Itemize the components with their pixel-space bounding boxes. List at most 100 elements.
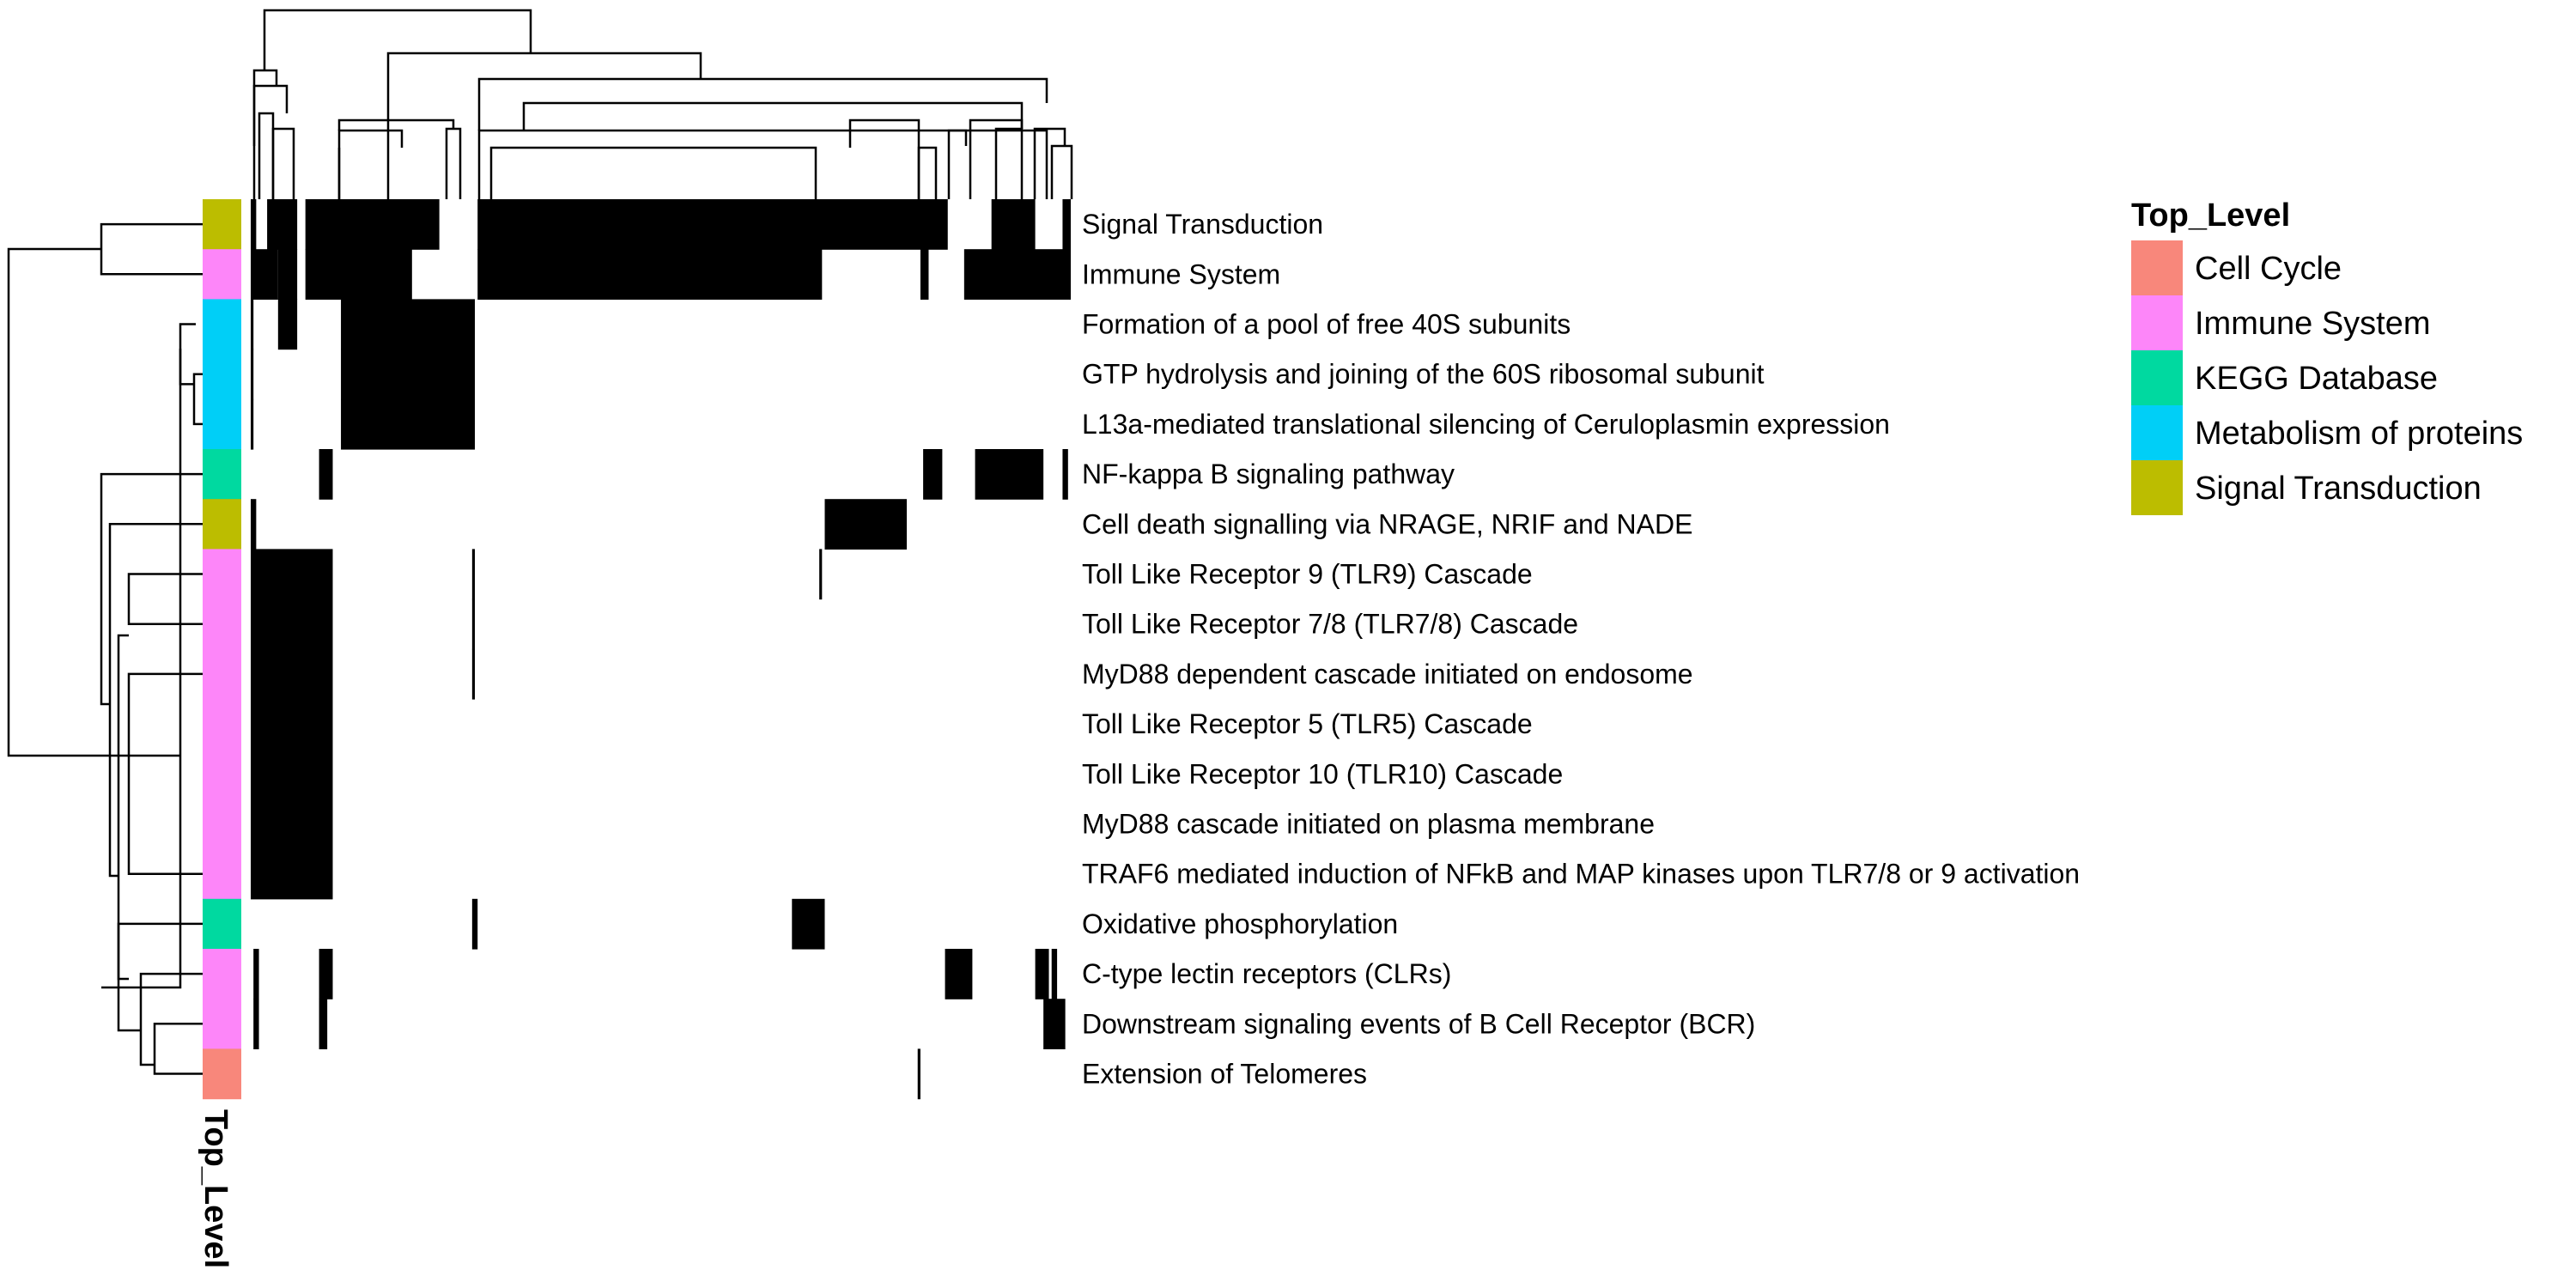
row-label: Oxidative phosphorylation [1082, 908, 1398, 939]
annotation-cell [203, 999, 241, 1049]
annotation-cell [203, 848, 241, 900]
annotation-axis-title: Top_Level [197, 1109, 234, 1268]
column-dendrogram-link [263, 9, 532, 70]
row-label: NF-kappa B signaling pathway [1082, 459, 1455, 489]
column-dendrogram-link [337, 118, 455, 131]
row-dendrogram-link [153, 1023, 203, 1075]
legend-label: Immune System [2195, 306, 2431, 342]
column-dendrogram-link [477, 77, 1048, 131]
row-label: GTP hydrolysis and joining of the 60S ri… [1082, 359, 1765, 390]
heatmap-cell [341, 299, 476, 350]
heatmap-cell [923, 449, 943, 500]
row-label: Toll Like Receptor 10 (TLR10) Cascade [1082, 758, 1563, 789]
column-dendrogram-link [386, 52, 702, 199]
row-label: MyD88 cascade initiated on plasma membra… [1082, 809, 1655, 840]
heatmap-cell [477, 199, 948, 250]
row-label: Immune System [1082, 258, 1280, 289]
row-dendrogram-link [127, 672, 203, 875]
row-label: TRAF6 mediated induction of NFkB and MAP… [1082, 859, 2080, 890]
heatmap-cell [319, 999, 328, 1049]
heatmap-cell [917, 1048, 920, 1100]
heatmap-cell [1062, 199, 1071, 250]
row-label: Signal Transduction [1082, 209, 1323, 240]
annotation-cell [203, 249, 241, 300]
legend-swatch [2131, 295, 2183, 350]
legend-title: Top_Level [2131, 197, 2290, 234]
heatmap-cell [251, 598, 333, 650]
heatmap-cell [277, 249, 298, 300]
row-dendrogram-link [101, 349, 182, 989]
heatmap-cell [792, 898, 825, 950]
legend-swatch [2131, 460, 2183, 515]
row-dendrogram-link [100, 222, 203, 276]
heatmap-cell [1043, 999, 1066, 1049]
row-label: Extension of Telomeres [1082, 1059, 1367, 1090]
legend-label: KEGG Database [2195, 361, 2438, 397]
row-label: Toll Like Receptor 9 (TLR9) Cascade [1082, 559, 1533, 590]
heatmap-cell [253, 999, 259, 1049]
heatmap-cell [477, 249, 823, 300]
annotation-cell [203, 898, 241, 950]
column-dendrogram-link [917, 146, 938, 199]
heatmap-cell [305, 249, 412, 300]
row-label: Toll Like Receptor 7/8 (TLR7/8) Cascade [1082, 609, 1578, 640]
annotation-cell [203, 499, 241, 550]
row-label: MyD88 dependent cascade initiated on end… [1082, 659, 1693, 690]
annotation-cell [203, 449, 241, 500]
annotation-cell [203, 598, 241, 650]
heatmap-cell [471, 549, 476, 600]
heatmap-cell [305, 199, 440, 250]
row-dendrogram-link [127, 573, 203, 625]
column-dendrogram-link [994, 127, 1024, 199]
heatmap-cell [277, 199, 298, 250]
heatmap-cell [1062, 449, 1068, 500]
annotation-cell [203, 699, 241, 750]
heatmap-cell [471, 898, 478, 950]
column-dendrogram-link [947, 129, 968, 199]
heatmap-cell [920, 249, 929, 300]
heatmap-cell [251, 199, 257, 250]
row-dendrogram-link [108, 523, 203, 878]
column-dendrogram-link [252, 84, 289, 199]
column-dendrogram-link [445, 127, 462, 199]
heatmap-cell [251, 499, 257, 550]
legend-swatch [2131, 350, 2183, 405]
legend: Top_Level Cell Cycle Immune System KEGG Da… [2131, 197, 2523, 515]
heatmap-cell [251, 349, 254, 400]
row-labels: Signal Transduction Immune System Formatio… [1082, 209, 2080, 1089]
heatmap-cell [251, 648, 333, 700]
annotation-cell [203, 749, 241, 799]
heatmap-cell [819, 549, 823, 600]
row-label: Downstream signaling events of B Cell Re… [1082, 1008, 1755, 1039]
column-dendrogram-link [1050, 144, 1073, 199]
annotation-cell [203, 199, 241, 250]
annotation-cell [203, 949, 241, 999]
column-dendrogram-link [477, 129, 1048, 199]
heatmap-cell [319, 449, 333, 500]
heatmap-cell [824, 499, 907, 550]
heatmap-cell [1035, 949, 1049, 999]
legend-label: Metabolism of proteins [2195, 416, 2523, 452]
heatmap-cell [975, 449, 1044, 500]
row-label: Formation of a pool of free 40S subunits [1082, 309, 1571, 340]
heatmap-cell [251, 848, 333, 900]
row-dendrogram-link [117, 922, 203, 1032]
heatmap-cell [991, 199, 1036, 250]
heatmap-cell [251, 699, 333, 750]
column-dendrogram-link [1033, 127, 1066, 199]
heatmap-cell [341, 349, 476, 400]
row-dendrogram-link [100, 472, 203, 706]
annotation-cell [203, 299, 241, 350]
heatmap-cell [319, 949, 333, 999]
heatmap-cell [251, 398, 254, 450]
heatmap-cell [251, 549, 333, 600]
heatmap-cell [251, 799, 333, 850]
heatmap-cells [251, 199, 1071, 1100]
row-label: L13a-mediated translational silencing of… [1082, 409, 1890, 440]
row-dendrogram-link [179, 323, 196, 386]
column-dendrogram-link [258, 112, 275, 199]
annotation-cell [203, 349, 241, 400]
column-dendrogram-link [489, 146, 817, 199]
legend-swatch [2131, 405, 2183, 460]
